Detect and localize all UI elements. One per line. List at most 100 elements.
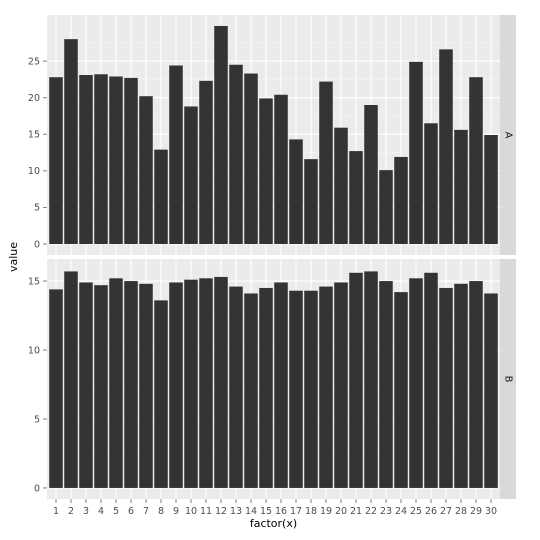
bar-B-13 bbox=[229, 286, 243, 488]
bar-B-25 bbox=[409, 278, 423, 488]
x-tick-label: 19 bbox=[320, 506, 332, 517]
bar-B-26 bbox=[424, 272, 438, 488]
bar-A-29 bbox=[469, 77, 483, 245]
x-tick-label: 7 bbox=[143, 506, 149, 517]
bar-A-14 bbox=[244, 73, 258, 245]
bar-A-21 bbox=[349, 151, 363, 245]
x-tick-label: 2 bbox=[68, 506, 74, 517]
bar-B-17 bbox=[289, 290, 303, 488]
x-tick-label: 23 bbox=[380, 506, 392, 517]
bar-A-24 bbox=[394, 156, 408, 245]
bar-A-27 bbox=[439, 49, 453, 245]
bar-A-12 bbox=[214, 25, 228, 245]
x-tick-label: 16 bbox=[275, 506, 287, 517]
bar-B-5 bbox=[109, 278, 123, 488]
y-tick-label: 15 bbox=[28, 276, 40, 287]
bar-A-1 bbox=[49, 77, 63, 245]
y-tick-label: 5 bbox=[34, 414, 40, 425]
bar-A-20 bbox=[334, 127, 348, 245]
x-tick-label: 5 bbox=[113, 506, 119, 517]
bar-A-6 bbox=[124, 77, 138, 245]
x-tick-label: 20 bbox=[335, 506, 347, 517]
x-tick-label: 28 bbox=[455, 506, 467, 517]
y-tick-label: 10 bbox=[28, 166, 40, 177]
bar-A-13 bbox=[229, 64, 243, 245]
bar-B-11 bbox=[199, 278, 213, 488]
bar-B-24 bbox=[394, 292, 408, 488]
bar-B-30 bbox=[484, 293, 498, 488]
bar-B-27 bbox=[439, 287, 453, 488]
y-axis-title: value bbox=[7, 242, 20, 272]
x-axis-title: factor(x) bbox=[250, 517, 297, 530]
x-tick-label: 1 bbox=[53, 506, 59, 517]
bar-A-15 bbox=[259, 98, 273, 245]
x-tick-label: 4 bbox=[98, 506, 104, 517]
bar-B-28 bbox=[454, 283, 468, 488]
bar-B-18 bbox=[304, 290, 318, 488]
bar-A-25 bbox=[409, 61, 423, 245]
bar-B-14 bbox=[244, 293, 258, 488]
bar-B-19 bbox=[319, 286, 333, 488]
x-tick-label: 8 bbox=[158, 506, 164, 517]
x-tick-label: 12 bbox=[215, 506, 227, 517]
x-tick-label: 11 bbox=[200, 506, 212, 517]
facet-strip-background bbox=[500, 15, 516, 255]
y-tick-label: 25 bbox=[28, 56, 40, 67]
x-tick-label: 25 bbox=[410, 506, 422, 517]
bar-B-1 bbox=[49, 289, 63, 488]
x-tick-label: 14 bbox=[245, 506, 257, 517]
bar-A-19 bbox=[319, 81, 333, 245]
y-tick-label: 0 bbox=[34, 239, 40, 250]
bar-B-2 bbox=[64, 271, 78, 488]
bar-A-8 bbox=[154, 149, 168, 245]
bar-A-7 bbox=[139, 96, 153, 245]
bar-A-18 bbox=[304, 159, 318, 245]
bar-B-15 bbox=[259, 287, 273, 488]
bar-B-7 bbox=[139, 283, 153, 488]
x-tick-label: 18 bbox=[305, 506, 317, 517]
bar-A-17 bbox=[289, 139, 303, 245]
y-tick-label: 5 bbox=[34, 203, 40, 214]
x-tick-label: 13 bbox=[230, 506, 242, 517]
x-tick-label: 3 bbox=[83, 506, 89, 517]
bar-A-2 bbox=[64, 39, 78, 245]
bar-A-10 bbox=[184, 106, 198, 245]
bar-B-16 bbox=[274, 282, 288, 488]
x-tick-label: 30 bbox=[485, 506, 497, 517]
bar-A-9 bbox=[169, 65, 183, 245]
bar-A-23 bbox=[379, 170, 393, 245]
x-tick-label: 17 bbox=[290, 506, 302, 517]
bar-A-26 bbox=[424, 123, 438, 245]
facet-strip-background bbox=[500, 259, 516, 499]
x-tick-label: 10 bbox=[185, 506, 197, 517]
x-tick-label: 9 bbox=[173, 506, 179, 517]
bar-A-16 bbox=[274, 94, 288, 245]
bar-B-22 bbox=[364, 271, 378, 488]
bar-B-21 bbox=[349, 272, 363, 488]
x-tick-label: 6 bbox=[128, 506, 134, 517]
bar-B-20 bbox=[334, 282, 348, 488]
bar-A-11 bbox=[199, 80, 213, 245]
bar-A-28 bbox=[454, 129, 468, 245]
bar-B-12 bbox=[214, 276, 228, 488]
x-tick-label: 27 bbox=[440, 506, 452, 517]
bar-B-4 bbox=[94, 285, 108, 488]
bar-A-30 bbox=[484, 135, 498, 245]
bar-B-10 bbox=[184, 279, 198, 488]
bar-B-3 bbox=[79, 282, 93, 488]
bar-B-8 bbox=[154, 300, 168, 488]
y-tick-label: 15 bbox=[28, 130, 40, 141]
x-tick-label: 22 bbox=[365, 506, 377, 517]
y-tick-label: 20 bbox=[28, 93, 40, 104]
y-tick-label: 0 bbox=[34, 483, 40, 494]
x-tick-label: 21 bbox=[350, 506, 362, 517]
facet-strip-label: B bbox=[503, 376, 514, 383]
bar-B-9 bbox=[169, 282, 183, 488]
y-tick-label: 10 bbox=[28, 345, 40, 356]
facet-strip-label: A bbox=[503, 132, 514, 139]
bar-B-29 bbox=[469, 281, 483, 488]
bar-A-4 bbox=[94, 74, 108, 245]
x-tick-label: 26 bbox=[425, 506, 437, 517]
bar-B-23 bbox=[379, 281, 393, 488]
